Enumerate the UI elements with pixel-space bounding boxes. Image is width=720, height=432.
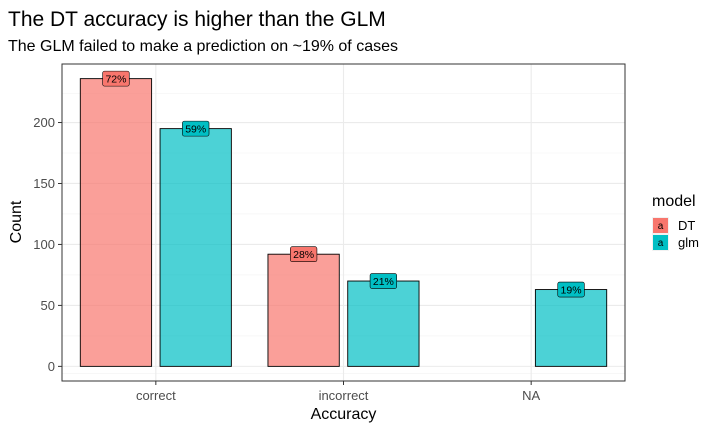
bar-labels: 72% 28% 59% 21% 19% xyxy=(102,70,585,298)
legend-item-dt: a DT xyxy=(652,217,695,234)
x-axis-title: Accuracy xyxy=(311,406,377,423)
bar-glm-na xyxy=(534,289,608,367)
legend-key xyxy=(653,218,668,233)
legend-key xyxy=(653,235,668,250)
data-label: 72% xyxy=(102,70,130,87)
data-label-text: 59% xyxy=(185,124,206,136)
data-label-text: 28% xyxy=(293,249,314,261)
data-label-box xyxy=(369,273,397,289)
data-label: 59% xyxy=(182,120,210,137)
grid-lines xyxy=(62,64,625,381)
x-tick-label: correct xyxy=(136,388,176,403)
data-label-text: 19% xyxy=(561,285,582,297)
bar-glm-incorrect xyxy=(347,280,420,367)
legend-key-glyph: a xyxy=(658,238,664,249)
data-label-box xyxy=(102,70,130,87)
data-label: 19% xyxy=(557,281,585,298)
data-label-text: 72% xyxy=(105,74,126,86)
legend-title: model xyxy=(652,193,696,210)
legend-label: DT xyxy=(678,218,695,233)
bar-glm-correct xyxy=(159,128,232,367)
legend-label: glm xyxy=(678,235,699,250)
legend: model a DT a glm xyxy=(652,193,699,251)
bar-dt-correct xyxy=(79,78,153,367)
y-tick-label: 150 xyxy=(33,176,55,191)
y-tick-label: 200 xyxy=(33,115,55,130)
y-tick-label: 100 xyxy=(33,237,55,252)
legend-key-glyph: a xyxy=(658,221,664,232)
data-label: 21% xyxy=(369,273,397,289)
chart-title: The DT accuracy is higher than the GLM xyxy=(8,8,386,31)
data-label-text: 21% xyxy=(373,276,394,288)
x-tick-label: NA xyxy=(522,388,540,403)
y-axis-title: Count xyxy=(8,200,25,243)
bars xyxy=(79,78,608,367)
legend-item-glm: a glm xyxy=(652,234,699,251)
data-label-box xyxy=(557,281,585,298)
data-label-box xyxy=(290,246,318,262)
x-tick-label: incorrect xyxy=(319,388,369,403)
y-axis: 0 50 100 150 200 xyxy=(33,115,62,374)
chart-subtitle: The GLM failed to make a prediction on ~… xyxy=(8,38,398,55)
data-label-box xyxy=(182,120,210,137)
y-tick-label: 0 xyxy=(48,359,55,374)
y-tick-label: 50 xyxy=(41,298,55,313)
x-axis: correct incorrect NA xyxy=(136,381,541,403)
bar-dt-incorrect xyxy=(267,253,340,367)
data-label: 28% xyxy=(290,246,318,262)
